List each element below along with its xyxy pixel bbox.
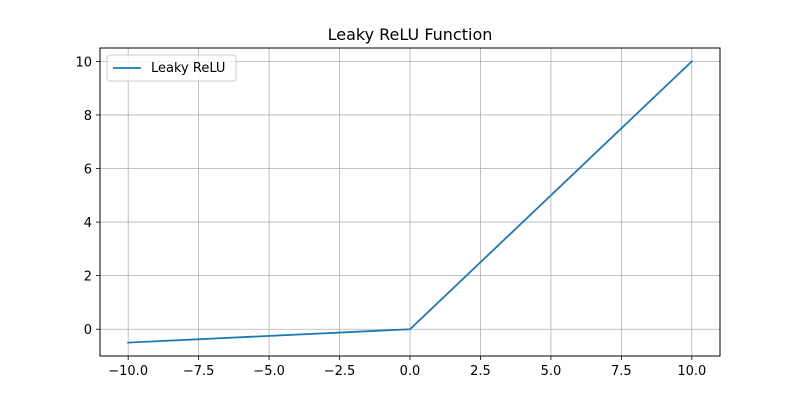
legend-label: Leaky ReLU [151, 61, 225, 76]
y-tick-label: 2 [84, 270, 92, 285]
chart-title: Leaky ReLU Function [328, 25, 493, 44]
y-tick-label: 0 [84, 323, 92, 338]
x-tick-label: 5.0 [541, 364, 562, 379]
series-layer [127, 60, 694, 344]
series-line-leaky-relu [127, 60, 694, 344]
y-tick-label: 6 [84, 163, 92, 178]
legend: Leaky ReLU [106, 54, 237, 82]
x-tick-label: −5.0 [253, 364, 285, 379]
y-tick-label: 8 [84, 109, 92, 124]
x-tick-label: 0.0 [400, 364, 421, 379]
x-tick-label: 7.5 [611, 364, 632, 379]
x-tick-label: 2.5 [470, 364, 491, 379]
x-tick-label: −7.5 [183, 364, 215, 379]
x-tick-label: −2.5 [324, 364, 356, 379]
x-tick-label: 10.0 [677, 364, 706, 379]
y-tick-label: 10 [75, 55, 92, 70]
axis-ticks: −10.0 −7.5 −5.0 −2.5 0.0 2.5 5.0 7.5 10.0 0 2 4 6 8 10 [75, 55, 706, 379]
y-tick-label: 4 [84, 216, 92, 231]
x-tick-label: −10.0 [108, 364, 148, 379]
legend-box [106, 54, 237, 82]
